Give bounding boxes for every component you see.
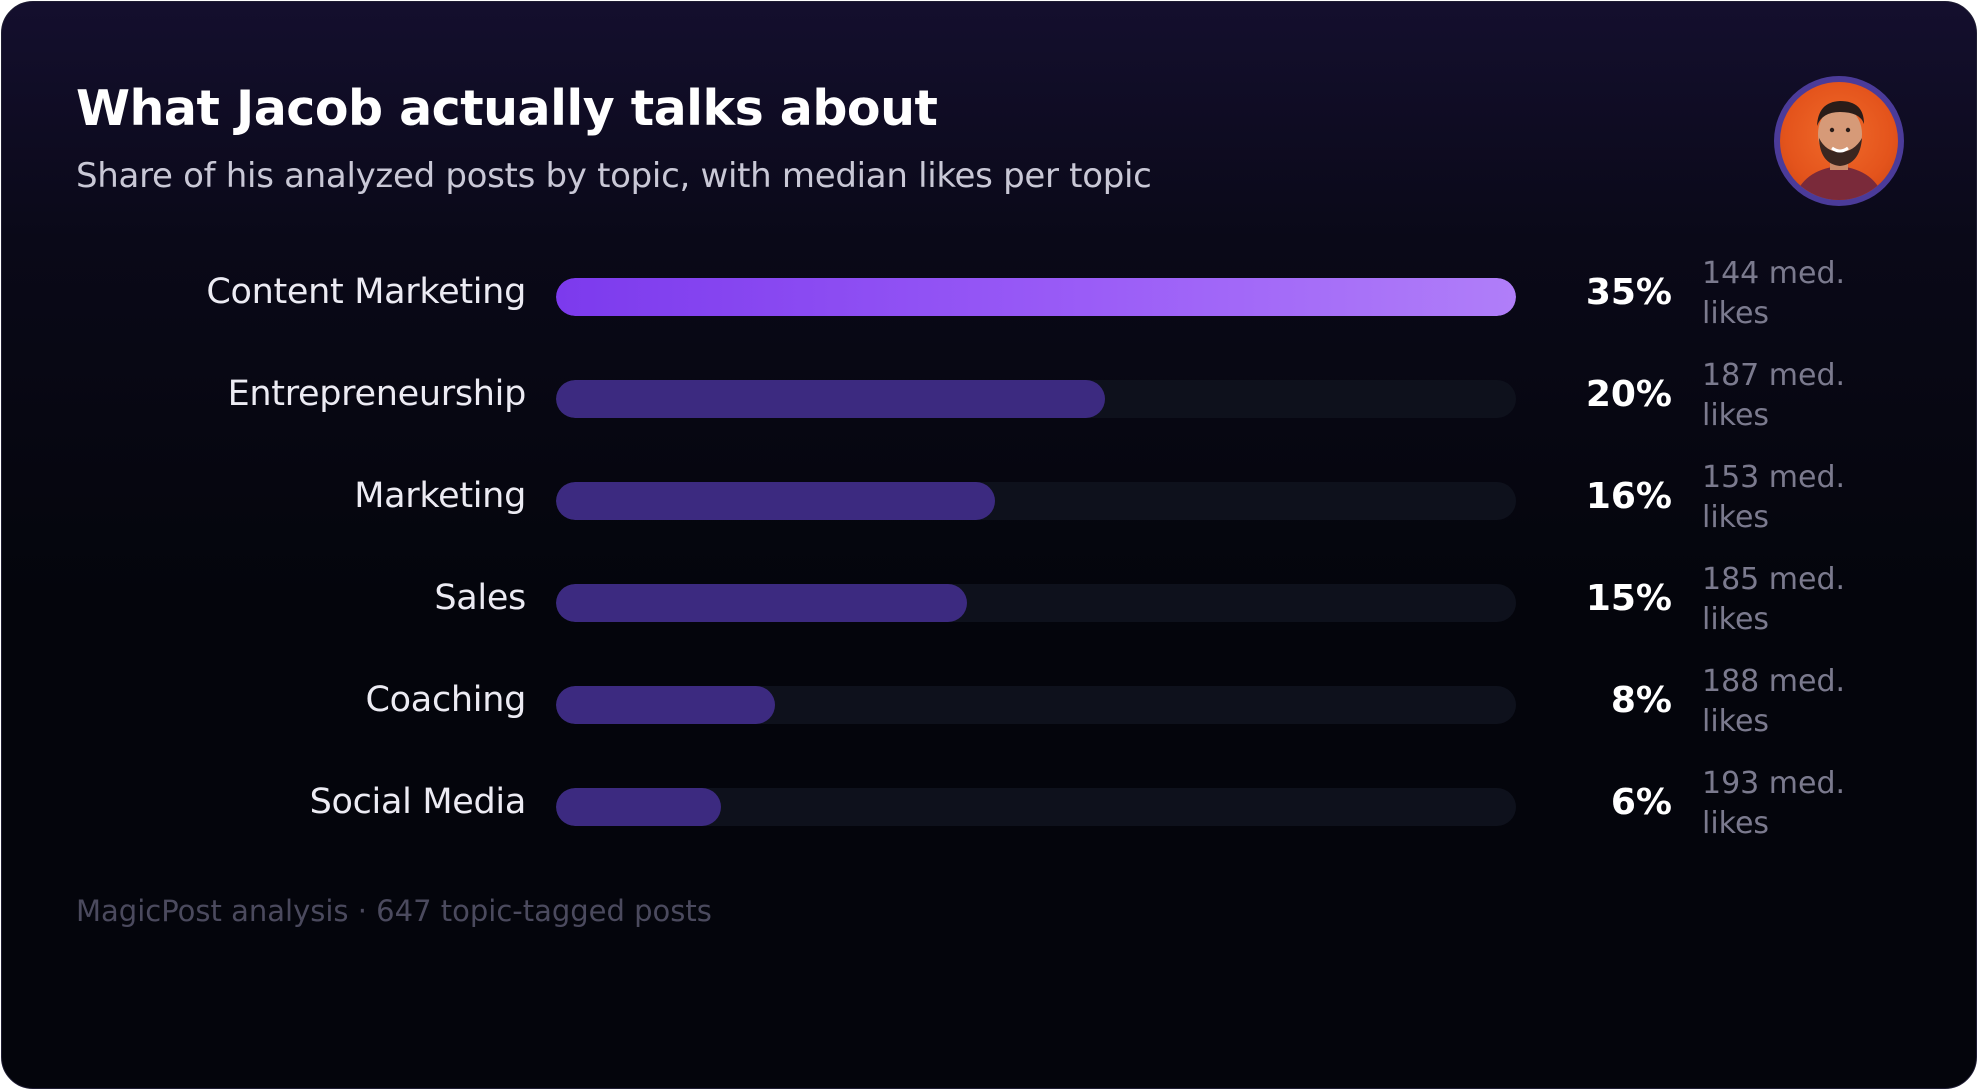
topic-label: Coaching <box>365 680 527 720</box>
topic-share-value: 35% <box>1585 272 1672 313</box>
topic-bar-track <box>556 584 1516 622</box>
topic-share-value: 20% <box>1585 374 1672 415</box>
topic-row: Entrepreneurship 20% 187 med. likes <box>2 356 1976 436</box>
chart-subtitle: Share of his analyzed posts by topic, wi… <box>76 156 1152 196</box>
topic-label: Marketing <box>354 476 526 516</box>
topic-bar-track <box>556 788 1516 826</box>
topic-row: Coaching 8% 188 med. likes <box>2 662 1976 742</box>
topic-bar-track <box>556 482 1516 520</box>
topic-label: Entrepreneurship <box>227 374 527 414</box>
topic-row: Marketing 16% 153 med. likes <box>2 458 1976 538</box>
topic-label: Social Media <box>309 782 527 822</box>
topic-bar-track <box>556 380 1516 418</box>
topic-median-likes: 187 med. likes <box>1702 358 1846 433</box>
topic-label: Sales <box>434 578 526 618</box>
topic-bar <box>556 482 995 520</box>
person-avatar-icon <box>1774 76 1904 206</box>
topic-bar-track <box>556 278 1516 316</box>
topic-bar <box>556 380 1105 418</box>
topic-median-likes: 188 med. likes <box>1702 664 1846 739</box>
topic-median-likes: 193 med. likes <box>1702 766 1846 841</box>
chart-title: What Jacob actually talks about <box>76 80 938 137</box>
topic-bar <box>556 788 721 826</box>
topic-share-value: 16% <box>1585 476 1672 517</box>
chart-source-note: MagicPost analysis · 647 topic-tagged po… <box>76 894 712 928</box>
topic-bar-track <box>556 686 1516 724</box>
topic-row: Social Media 6% 193 med. likes <box>2 764 1976 844</box>
topic-share-value: 6% <box>1610 782 1672 823</box>
topic-row: Content Marketing 35% 144 med. likes <box>2 254 1976 334</box>
topic-bar <box>556 686 775 724</box>
topic-share-value: 15% <box>1585 578 1672 619</box>
topic-median-likes: 185 med. likes <box>1702 562 1846 637</box>
topic-share-value: 8% <box>1610 680 1672 721</box>
topic-median-likes: 153 med. likes <box>1702 460 1846 535</box>
topic-label: Content Marketing <box>206 272 526 312</box>
topic-median-likes: 144 med. likes <box>1702 256 1846 331</box>
topic-row: Sales 15% 185 med. likes <box>2 560 1976 640</box>
topic-bar <box>556 278 1516 316</box>
topic-bar <box>556 584 967 622</box>
